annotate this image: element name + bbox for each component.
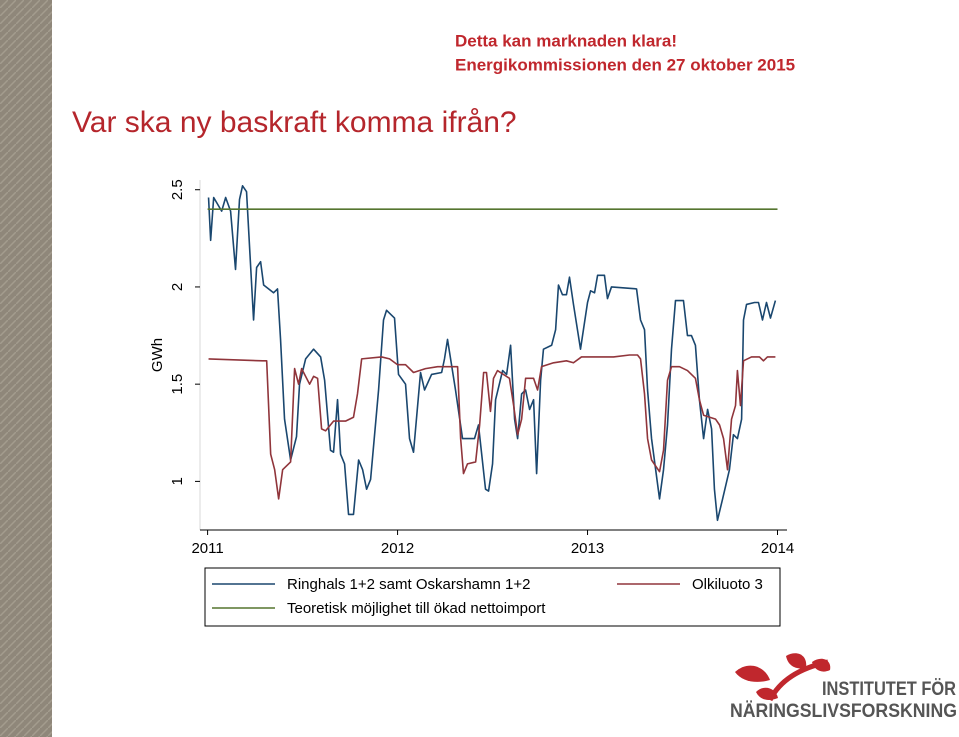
logo-text: NÄRINGSLIVSFORSKNING: [730, 701, 957, 722]
kicker: Energikommissionen den 27 oktober 2015: [455, 55, 795, 74]
legend-box: [204, 567, 781, 627]
logo: INSTITUTET FÖR NÄRINGSLIVSFORSKNING: [730, 653, 957, 722]
y-tick-label: 1.5: [169, 374, 186, 395]
y-tick-label: 2: [169, 283, 186, 291]
kicker: Detta kan marknaden klara!: [455, 31, 677, 50]
legend-label: Olkiluoto 3: [692, 576, 763, 593]
slide-title: Var ska ny baskraft komma ifrån?: [72, 106, 517, 139]
series-line: [208, 354, 776, 500]
x-tick-label: 2014: [761, 540, 794, 557]
logo-text: INSTITUTET FÖR: [822, 679, 956, 700]
logo-leaf: [786, 653, 807, 669]
series-line: [207, 185, 777, 522]
x-tick-label: 2011: [191, 540, 223, 557]
y-axis-label: GWh: [149, 338, 166, 372]
y-tick-label: 1: [169, 477, 186, 485]
legend-label: Ringhals 1+2 samt Oskarshamn 1+2: [287, 576, 530, 593]
side-strip: [0, 0, 52, 737]
x-tick-label: 2013: [571, 540, 604, 557]
x-tick-label: 2012: [381, 540, 414, 557]
logo-leaf: [735, 665, 770, 682]
y-tick-label: 2.5: [169, 179, 186, 200]
logo-leaf: [756, 687, 778, 700]
logo-leaf: [812, 658, 831, 672]
legend-label: Teoretisk möjlighet till ökad nettoimpor…: [287, 600, 546, 617]
